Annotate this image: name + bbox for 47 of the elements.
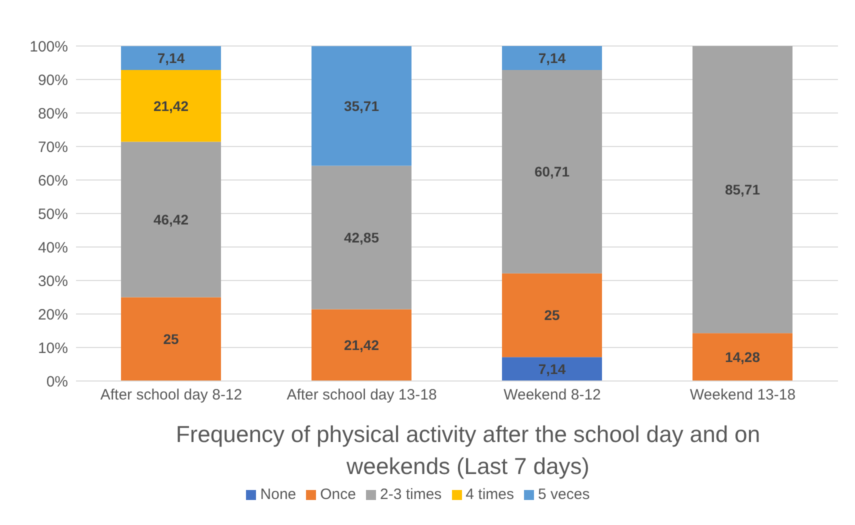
y-tick-label: 90% xyxy=(38,72,68,89)
x-tick-label: After school day 13-18 xyxy=(286,386,437,404)
legend-label: 5 veces xyxy=(538,486,590,503)
bar xyxy=(121,70,221,142)
y-tick-label: 0% xyxy=(46,373,68,390)
data-label: 85,71 xyxy=(724,182,760,198)
data-label: 7,14 xyxy=(538,50,566,66)
bar xyxy=(312,166,412,310)
data-label: 60,71 xyxy=(534,164,570,180)
legend-label: Once xyxy=(320,486,356,503)
x-tick-label: After school day 8-12 xyxy=(100,386,242,404)
legend-label: None xyxy=(260,486,296,503)
data-label: 21,42 xyxy=(153,98,189,114)
data-label: 7,14 xyxy=(538,361,566,378)
bar xyxy=(312,46,412,166)
x-tick-label: Weekend 13-18 xyxy=(690,386,796,404)
bar xyxy=(121,297,221,381)
y-tick-label: 100% xyxy=(30,38,68,56)
y-tick-label: 50% xyxy=(38,206,68,223)
data-label: 21,42 xyxy=(344,337,380,354)
legend-label: 4 times xyxy=(466,486,514,503)
bar xyxy=(121,142,221,298)
y-tick-label: 10% xyxy=(38,340,68,357)
bar xyxy=(121,46,221,70)
y-tick-label: 80% xyxy=(38,105,68,122)
bar xyxy=(692,333,792,381)
y-tick-label: 30% xyxy=(38,272,68,290)
data-label: 7,14 xyxy=(157,50,185,66)
y-tick-label: 40% xyxy=(38,239,68,256)
bar xyxy=(502,357,602,381)
bar xyxy=(502,46,602,70)
data-label: 25 xyxy=(163,331,179,348)
y-tick-label: 70% xyxy=(38,138,68,156)
data-label: 42,85 xyxy=(344,229,380,246)
data-label: 25 xyxy=(544,307,560,324)
bar xyxy=(502,273,602,358)
data-label: 14,28 xyxy=(724,349,760,366)
text: Frequency of physical activity after the school day and on weekends (Last 7 days) xyxy=(174,420,762,481)
bar xyxy=(502,70,602,274)
legend-label: 2-3 times xyxy=(380,486,442,503)
data-label: 46,42 xyxy=(153,211,189,228)
data-label: 35,71 xyxy=(344,98,380,114)
y-tick-label: 60% xyxy=(38,172,68,190)
bar xyxy=(692,46,792,334)
x-tick-label: Weekend 8-12 xyxy=(504,386,601,404)
bar xyxy=(312,309,412,381)
y-tick-label: 20% xyxy=(38,306,68,324)
